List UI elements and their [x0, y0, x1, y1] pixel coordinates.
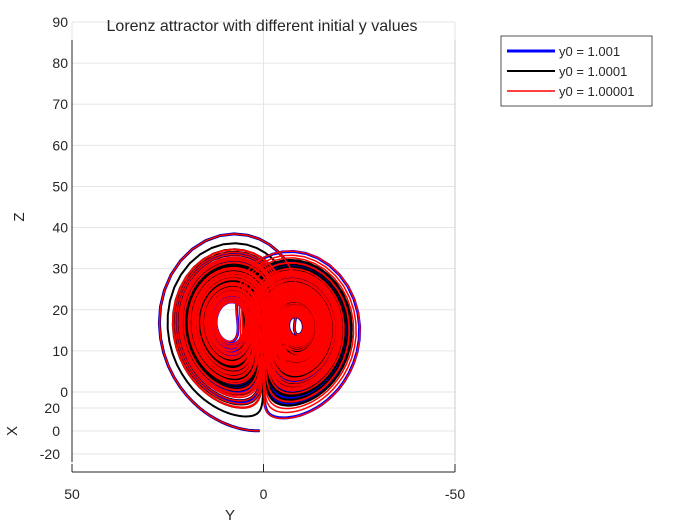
z-tick-label: 90	[52, 14, 68, 30]
y-tick-label: -50	[445, 486, 465, 502]
plot-area	[157, 232, 362, 433]
z-tick-label: 40	[52, 220, 68, 236]
z-tick-label: 80	[52, 55, 68, 71]
legend-label-2: y0 = 1.0001	[559, 64, 627, 79]
legend: y0 = 1.001 y0 = 1.0001 y0 = 1.00001	[500, 35, 653, 107]
y-axis-label: Y	[225, 507, 235, 524]
legend-label-3: y0 = 1.00001	[559, 84, 635, 99]
z-tick-label: 70	[52, 96, 68, 112]
x-axis-label: X	[4, 426, 21, 436]
x-tick-label: 20	[44, 400, 60, 416]
z-tick-label: 0	[60, 384, 68, 400]
series-line-3	[158, 233, 361, 432]
x-tick-label: -20	[40, 446, 60, 462]
z-tick-label: 30	[52, 261, 68, 277]
y-tick-label: 50	[64, 486, 80, 502]
z-tick-label: 50	[52, 178, 68, 194]
z-tick-label: 20	[52, 302, 68, 318]
z-tick-label: 60	[52, 137, 68, 153]
legend-label-1: y0 = 1.001	[559, 44, 620, 59]
chart-title: Lorenz attractor with different initial …	[107, 18, 418, 35]
z-axis-label: Z	[11, 212, 28, 221]
x-tick-label: 0	[52, 423, 60, 439]
y-tick-label: 0	[260, 486, 268, 502]
axes-frame	[71, 40, 456, 473]
z-tick-label: 10	[52, 343, 68, 359]
